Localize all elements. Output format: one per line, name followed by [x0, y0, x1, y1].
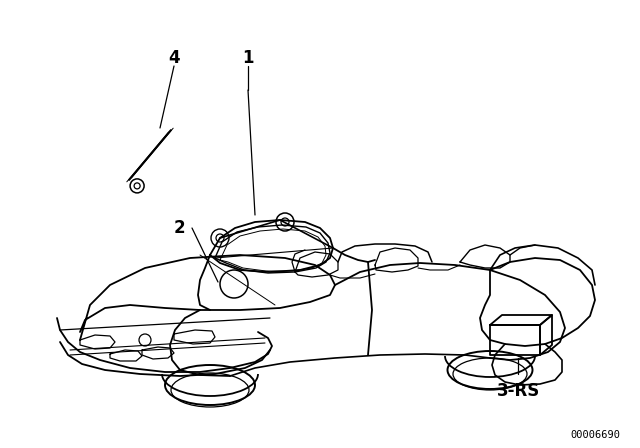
Text: 1: 1 — [243, 49, 253, 67]
Text: 2: 2 — [173, 219, 185, 237]
Text: 4: 4 — [168, 49, 180, 67]
Text: 3-RS: 3-RS — [497, 382, 540, 400]
Text: 00006690: 00006690 — [570, 430, 620, 440]
